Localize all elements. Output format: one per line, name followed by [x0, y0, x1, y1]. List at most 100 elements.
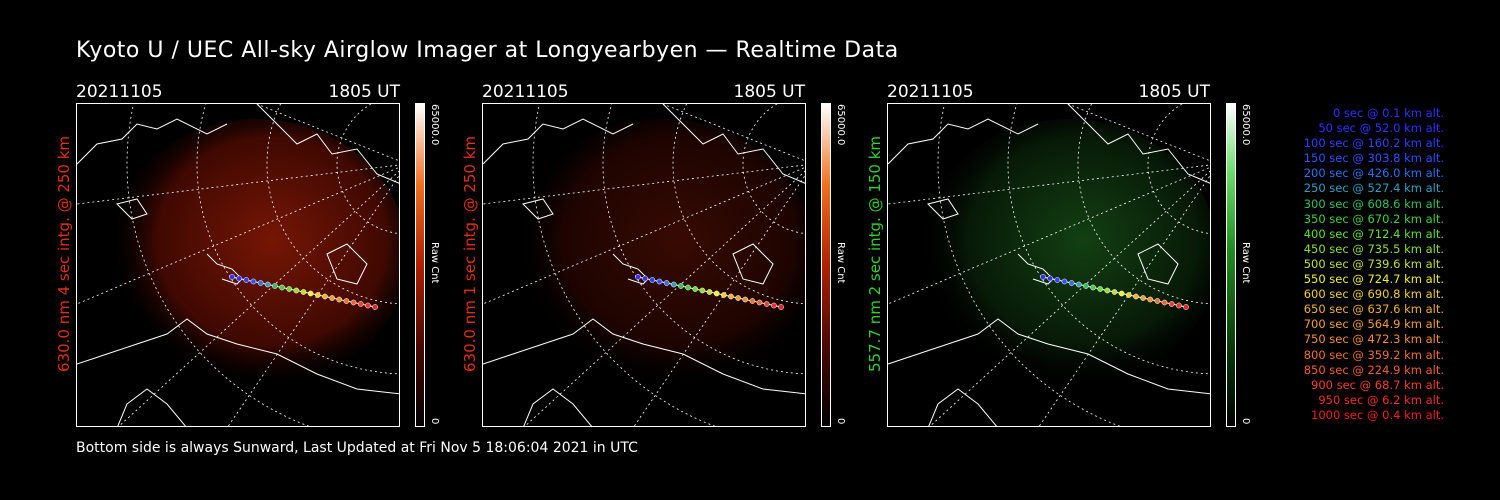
- trajectory-point: [706, 289, 713, 295]
- trajectory-point: [1168, 301, 1175, 307]
- trajectory-point: [728, 293, 734, 300]
- panel-2-image: [482, 103, 806, 427]
- panel-1-time: 1805 UT: [328, 82, 401, 102]
- trajectory-point: [300, 289, 307, 295]
- trajectory-point: [1075, 281, 1082, 288]
- trajectory-point: [264, 281, 271, 288]
- grid-line: [929, 170, 1210, 426]
- coastline: [523, 388, 592, 426]
- grid-line: [256, 104, 399, 162]
- trajectory-point: [329, 295, 335, 301]
- panel-3-image: [887, 103, 1211, 427]
- trajectory-point: [692, 286, 699, 292]
- panel-1-cbar-min: 0: [429, 418, 440, 425]
- coastline: [256, 104, 399, 184]
- trajectory-point: [336, 296, 343, 303]
- legend-entry: 1000 sec @ 0.4 km alt.: [1311, 407, 1444, 422]
- trajectory-point: [735, 295, 741, 301]
- coastline: [117, 388, 186, 426]
- trajectory-point: [670, 281, 677, 288]
- coastline: [77, 118, 228, 165]
- legend-entry: 750 sec @ 472.3 km alt.: [1303, 332, 1444, 347]
- trajectory-point: [685, 284, 691, 291]
- panel-1-colorbar: [415, 103, 425, 427]
- legend-entry: 250 sec @ 527.4 km alt.: [1303, 181, 1444, 196]
- trajectory-point: [286, 286, 293, 292]
- trajectory-point: [243, 277, 250, 283]
- trajectory-point: [229, 274, 235, 280]
- panel-3-time: 1805 UT: [1138, 82, 1211, 102]
- legend-entry: 150 sec @ 303.8 km alt.: [1303, 151, 1444, 166]
- coastline: [77, 318, 399, 395]
- panel-3-colorbar: [1226, 103, 1236, 427]
- trajectory-point: [749, 298, 756, 304]
- trajectory-point: [350, 299, 357, 306]
- legend-entry: 850 sec @ 224.9 km alt.: [1303, 362, 1444, 377]
- panel-2-date: 20211105: [482, 82, 569, 102]
- panel-2-ylabel: 630.0 nm 1 sec intg. @ 250 km: [461, 135, 479, 372]
- trajectory-point: [1147, 296, 1154, 303]
- grid-line: [118, 170, 399, 426]
- legend-entry: 100 sec @ 160.2 km alt.: [1303, 136, 1444, 151]
- airglow-image: [107, 119, 399, 389]
- trajectory-point: [1097, 286, 1104, 292]
- trajectory-point: [322, 293, 328, 300]
- coastline: [206, 253, 243, 285]
- legend-entry: 550 sec @ 724.7 km alt.: [1303, 272, 1444, 287]
- trajectory-point: [1104, 287, 1111, 294]
- panel-2-colorbar: [821, 103, 831, 427]
- trajectory-point: [1040, 274, 1046, 280]
- panel-1-cbar-max: 65000.0: [429, 104, 440, 146]
- coastline: [888, 118, 1039, 165]
- trajectory-point: [357, 301, 364, 307]
- panel-2-cbar-min: 0: [835, 418, 846, 425]
- coastline: [522, 198, 554, 220]
- coastline: [662, 104, 805, 184]
- panel-3-cbar-label: Raw Cnt: [1240, 242, 1251, 284]
- panel-3-cbar-min: 0: [1240, 418, 1251, 425]
- trajectory-point: [272, 283, 278, 289]
- trajectory-point: [1140, 295, 1146, 301]
- grid-line: [227, 175, 399, 426]
- grid-line: [633, 175, 805, 426]
- panel-1-image: [76, 103, 400, 427]
- coastline: [326, 243, 368, 285]
- trajectory-point: [1154, 298, 1161, 304]
- coastline: [888, 318, 1210, 395]
- legend-entry: 0 sec @ 0.1 km alt.: [1332, 106, 1444, 120]
- trajectory-point: [279, 284, 285, 291]
- trajectory-point: [250, 278, 257, 285]
- airglow-image: [513, 119, 805, 389]
- legend-entry: 600 sec @ 690.8 km alt.: [1303, 287, 1444, 302]
- trajectory-point: [1054, 277, 1061, 283]
- trajectory-point: [1125, 292, 1132, 298]
- legend-entry: 50 sec @ 52.0 km alt.: [1318, 121, 1444, 136]
- grid-line: [77, 164, 399, 205]
- legend-entry: 450 sec @ 735.5 km alt.: [1303, 241, 1444, 256]
- trajectory-point: [1083, 283, 1089, 289]
- trajectory-point: [1176, 302, 1182, 309]
- panel-2-cbar-label: Raw Cnt: [835, 242, 846, 284]
- trajectory-point: [771, 302, 777, 309]
- grid-line: [662, 104, 805, 162]
- legend-entry: 800 sec @ 359.2 km alt.: [1303, 347, 1444, 362]
- panel-1-date: 20211105: [76, 82, 163, 102]
- trajectory-point: [778, 304, 784, 310]
- trajectory-point: [1047, 275, 1053, 282]
- grid-line: [1067, 104, 1210, 162]
- trajectory-point: [649, 277, 656, 283]
- trajectory-point: [742, 296, 749, 303]
- trajectory-point: [365, 302, 371, 309]
- panel-3-ylabel: 557.7 nm 2 sec intg. @ 150 km: [866, 135, 884, 372]
- trajectory-point: [257, 280, 264, 286]
- legend-entry: 400 sec @ 712.4 km alt.: [1303, 226, 1444, 241]
- panel-2-time: 1805 UT: [733, 82, 806, 102]
- legend-entry: 300 sec @ 608.6 km alt.: [1303, 196, 1444, 211]
- trajectory-point: [663, 280, 670, 286]
- trajectory-point: [699, 287, 706, 294]
- legend-entry: 650 sec @ 637.6 km alt.: [1303, 302, 1444, 317]
- trajectory-point: [314, 292, 321, 298]
- coastline: [612, 253, 649, 285]
- coastline: [928, 388, 997, 426]
- legend-entry: 500 sec @ 739.6 km alt.: [1303, 256, 1444, 271]
